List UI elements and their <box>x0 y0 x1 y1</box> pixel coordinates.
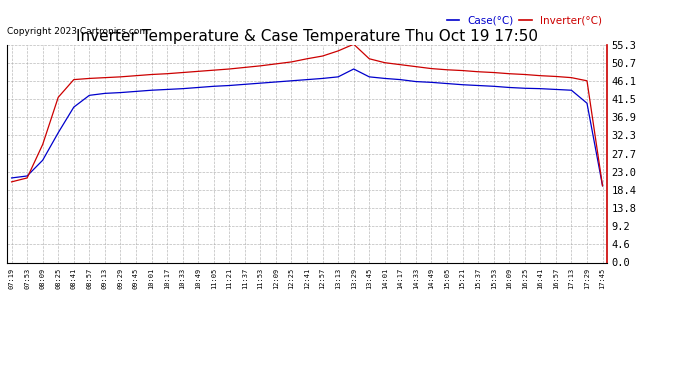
Legend: Case(°C), Inverter(°C): Case(°C), Inverter(°C) <box>447 15 602 26</box>
Title: Inverter Temperature & Case Temperature Thu Oct 19 17:50: Inverter Temperature & Case Temperature … <box>76 29 538 44</box>
Text: Copyright 2023 Cartronics.com: Copyright 2023 Cartronics.com <box>7 27 148 36</box>
